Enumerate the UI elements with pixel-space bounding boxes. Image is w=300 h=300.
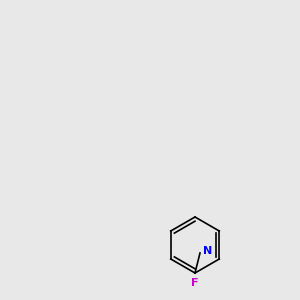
Text: F: F (191, 278, 199, 288)
Text: N: N (203, 246, 212, 256)
